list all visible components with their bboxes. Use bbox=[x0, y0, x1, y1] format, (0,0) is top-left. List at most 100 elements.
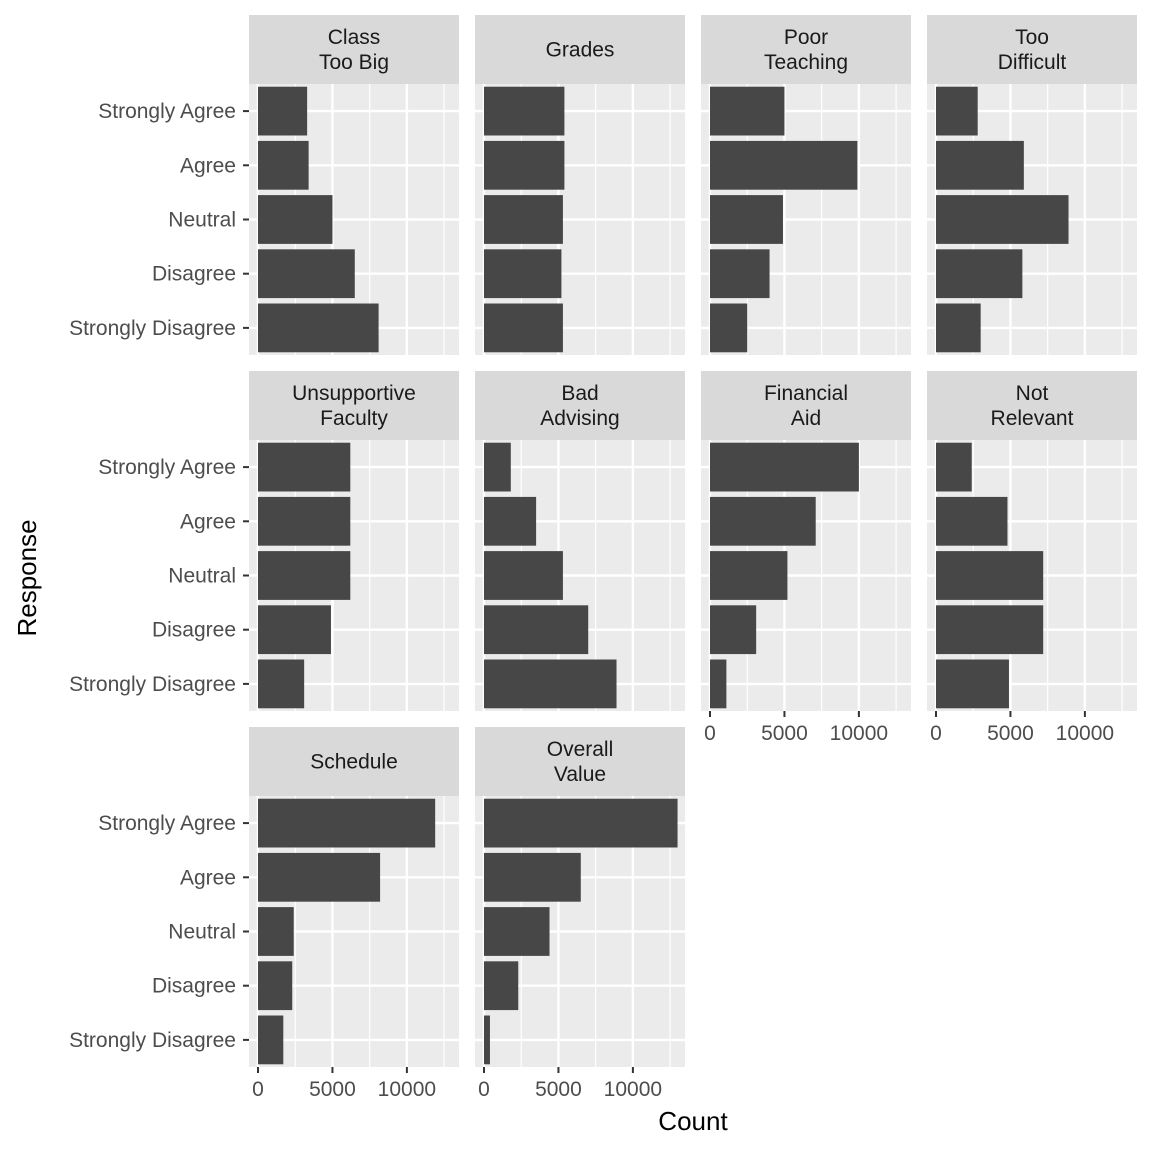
x-tick-label: 10000 bbox=[1056, 722, 1114, 745]
y-tick-label: Strongly Disagree bbox=[69, 317, 236, 340]
y-tick-label: Strongly Disagree bbox=[69, 673, 236, 696]
facet-strip-label: Teaching bbox=[764, 51, 848, 74]
facet-strip-label: Bad bbox=[561, 382, 598, 405]
facet-strip-label: Difficult bbox=[998, 51, 1067, 74]
bar bbox=[258, 195, 333, 244]
bar bbox=[936, 605, 1044, 655]
bar bbox=[710, 140, 858, 190]
bar bbox=[710, 659, 727, 709]
bar bbox=[484, 442, 511, 492]
y-tick-label: Agree bbox=[180, 866, 236, 889]
bar bbox=[258, 961, 293, 1011]
bar bbox=[484, 140, 565, 190]
y-tick-label: Agree bbox=[180, 510, 236, 533]
bar bbox=[484, 798, 678, 848]
facet-strip-label: Unsupportive bbox=[292, 382, 416, 405]
x-tick-label: 0 bbox=[252, 1078, 264, 1101]
bar bbox=[484, 86, 565, 136]
y-tick-label: Neutral bbox=[168, 921, 236, 944]
x-tick-label: 5000 bbox=[309, 1078, 356, 1101]
bar bbox=[484, 551, 563, 600]
facet-strip-label: Overall bbox=[547, 738, 614, 761]
facet-strip-label: Poor bbox=[784, 26, 828, 49]
facet-strip bbox=[249, 371, 459, 440]
bar bbox=[936, 303, 981, 353]
bar bbox=[258, 852, 381, 902]
facet-strip-label: Class bbox=[328, 26, 381, 49]
bar bbox=[710, 605, 757, 655]
y-tick-label: Strongly Agree bbox=[98, 812, 236, 835]
facet-strip bbox=[475, 727, 685, 796]
facet-strip bbox=[475, 15, 685, 84]
y-tick-label: Disagree bbox=[152, 975, 236, 998]
facet-strip bbox=[701, 371, 911, 440]
bar bbox=[710, 496, 816, 546]
y-tick-label: Strongly Agree bbox=[98, 456, 236, 479]
bar bbox=[936, 496, 1008, 546]
facet-strip-label: Schedule bbox=[310, 751, 398, 774]
y-tick-label: Disagree bbox=[152, 263, 236, 286]
bar bbox=[258, 496, 351, 546]
bar bbox=[936, 86, 978, 136]
x-tick-label: 5000 bbox=[987, 722, 1034, 745]
bar bbox=[258, 907, 294, 956]
bar bbox=[484, 1015, 490, 1065]
facet-strip-label: Advising bbox=[540, 407, 619, 430]
facet-strip bbox=[927, 371, 1137, 440]
y-tick-label: Neutral bbox=[168, 209, 236, 232]
bar bbox=[484, 659, 617, 709]
facet-strip-label: Aid bbox=[791, 407, 821, 430]
x-tick-label: 0 bbox=[704, 722, 716, 745]
bar bbox=[710, 195, 783, 244]
y-tick-label: Strongly Disagree bbox=[69, 1029, 236, 1052]
bar bbox=[710, 249, 770, 299]
x-tick-label: 10000 bbox=[378, 1078, 436, 1101]
x-tick-label: 10000 bbox=[604, 1078, 662, 1101]
facet-strip-label: Not bbox=[1016, 382, 1049, 405]
x-axis-title: Count bbox=[658, 1106, 728, 1136]
bar bbox=[258, 551, 351, 600]
facet-strip-label: Grades bbox=[546, 39, 615, 62]
bar bbox=[710, 86, 785, 136]
facet-strip-label: Relevant bbox=[991, 407, 1074, 430]
facet-strip-label: Too Big bbox=[319, 51, 389, 74]
facet-strip-label: Value bbox=[554, 763, 606, 786]
facet-panel: Grades bbox=[475, 15, 685, 355]
bar bbox=[936, 140, 1024, 190]
bar bbox=[258, 140, 309, 190]
bar bbox=[258, 249, 355, 299]
bar bbox=[710, 551, 788, 600]
x-tick-label: 5000 bbox=[761, 722, 808, 745]
bar bbox=[936, 551, 1044, 600]
bar bbox=[936, 249, 1023, 299]
facet-strip bbox=[249, 727, 459, 796]
bar bbox=[710, 303, 748, 353]
y-tick-label: Agree bbox=[180, 154, 236, 177]
bar bbox=[484, 303, 563, 353]
facet-strip-label: Financial bbox=[764, 382, 848, 405]
bar bbox=[258, 303, 379, 353]
bar bbox=[258, 798, 436, 848]
bar bbox=[710, 442, 859, 492]
bar bbox=[484, 605, 589, 655]
bar bbox=[936, 195, 1069, 244]
y-tick-label: Neutral bbox=[168, 565, 236, 588]
y-axis-title: Response bbox=[12, 519, 42, 636]
facet-strip bbox=[475, 371, 685, 440]
bar bbox=[936, 659, 1009, 709]
bar bbox=[258, 442, 351, 492]
facet-panel: Schedule Strongly Agree Agree Neutral Disagr… bbox=[69, 727, 459, 1101]
y-tick-label: Strongly Agree bbox=[98, 100, 236, 123]
facet-strip bbox=[249, 15, 459, 84]
facet-strip-label: Too bbox=[1015, 26, 1049, 49]
facet-strip bbox=[927, 15, 1137, 84]
bar bbox=[258, 605, 331, 655]
